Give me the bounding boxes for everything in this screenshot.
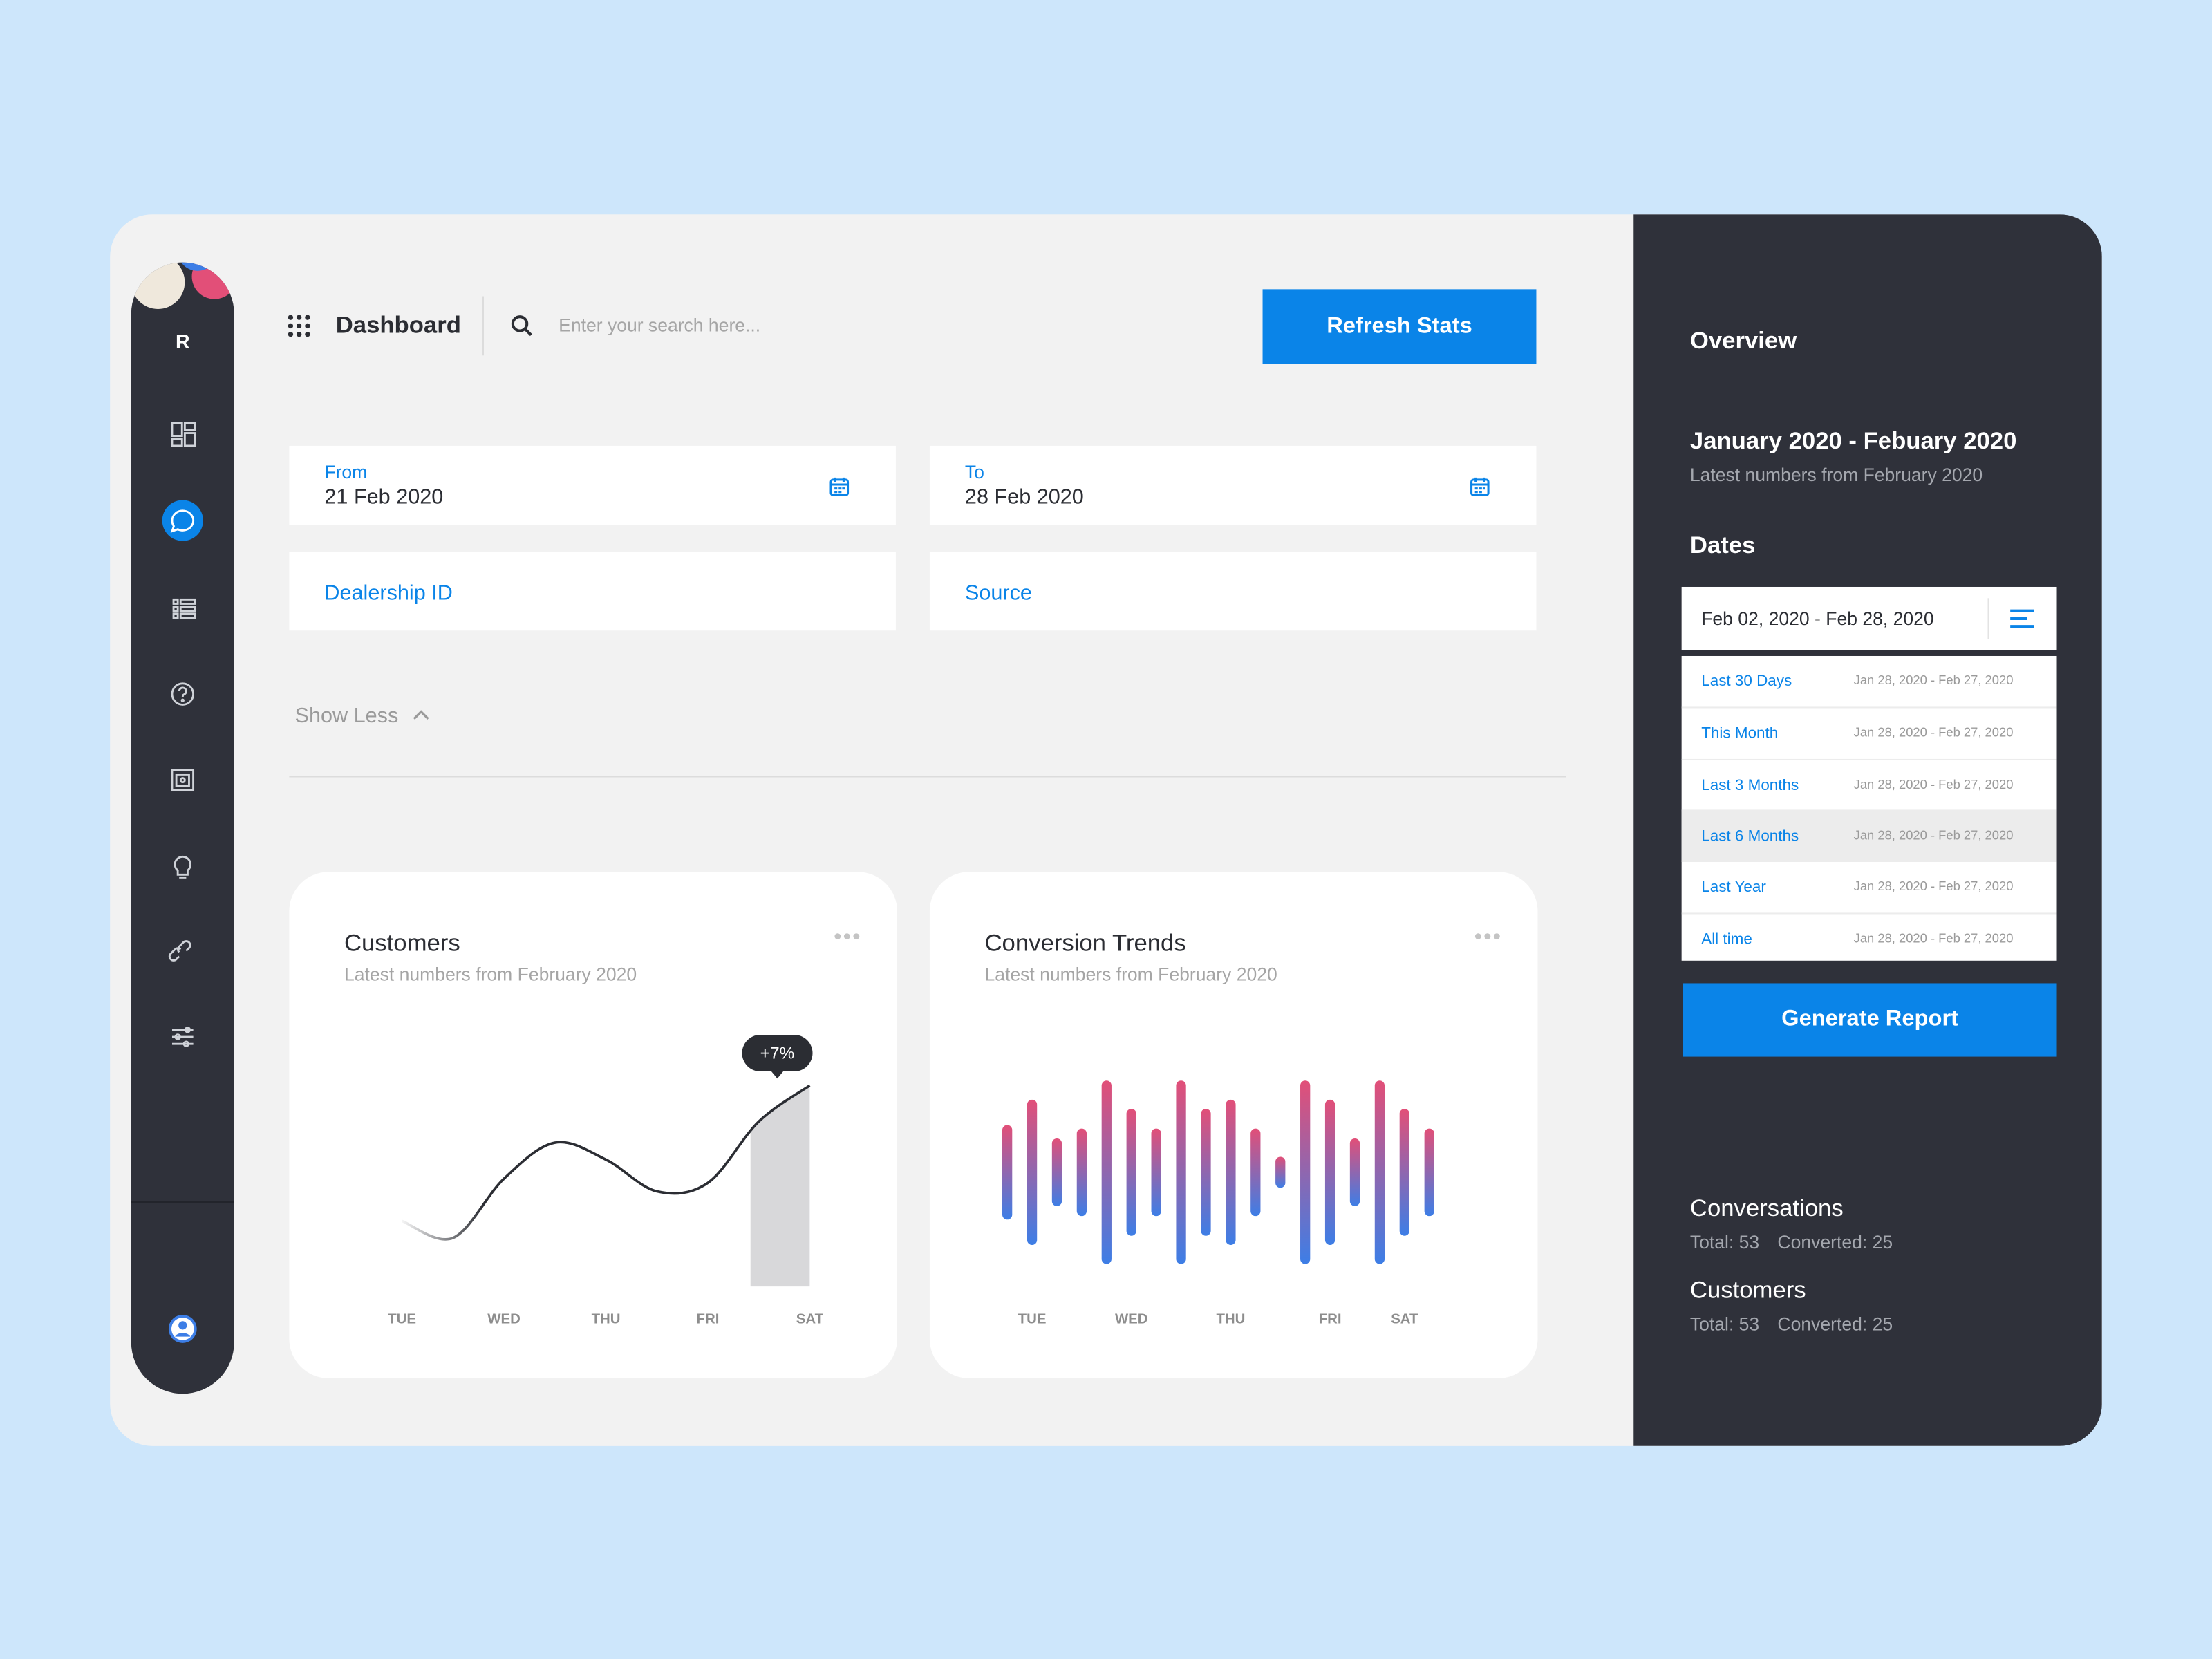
chevron-up[interactable] [412,708,431,720]
card-menu[interactable]: ••• [1474,925,1503,950]
nav-chat-active[interactable] [162,500,203,541]
source-placeholder: Source [964,581,1032,606]
date-range-text: Feb 02, 2020 - Feb 28, 2020 [1701,608,1933,630]
option-range: Jan 28, 2020 - Feb 27, 2020 [1853,930,2014,945]
nav-settings[interactable] [171,1027,194,1047]
dropdown-option[interactable]: Last 3 Months Jan 28, 2020 - Feb 27, 2020 [1681,758,2057,811]
search-input[interactable]: Enter your search here... [559,315,761,336]
nav-help[interactable] [171,682,195,706]
option-label: All time [1701,930,1752,948]
stat-total: Total: 53 [1689,1231,1760,1253]
stat-title: Customers [1689,1276,1806,1304]
from-value: 21 Feb 2020 [324,485,444,509]
stat-converted: Converted: 25 [1777,1313,1893,1335]
nav-link[interactable] [168,940,191,962]
option-label: Last 30 Days [1701,673,1792,690]
nav-icons[interactable] [162,422,203,1047]
apps-icon[interactable] [286,313,312,339]
customers-card: Customers Latest numbers from February 2… [289,872,897,1378]
dropdown-option[interactable]: All time Jan 28, 2020 - Feb 27, 2020 [1681,912,2057,964]
logo: R [176,331,190,353]
sidebar-bg [131,262,234,1394]
nav-safe[interactable] [171,769,195,791]
option-range: Jan 28, 2020 - Feb 27, 2020 [1853,879,2014,894]
range-end: Feb 28, 2020 [1826,608,1934,630]
dates-title: Dates [1689,532,1756,559]
date-dropdown: Last 30 Days Jan 28, 2020 - Feb 27, 2020 T… [1681,655,2057,964]
option-range: Jan 28, 2020 - Feb 27, 2020 [1853,725,2014,740]
dropdown-option[interactable]: Last 30 Days Jan 28, 2020 - Feb 27, 2020 [1682,656,2057,706]
dealership-field[interactable]: Dealership ID [289,551,896,631]
from-label: From [324,461,368,482]
chat-icon [170,509,195,533]
range-separator: - [1815,608,1821,630]
calendar-icon[interactable] [1470,477,1490,497]
stat-converted: Converted: 25 [1777,1231,1893,1253]
overview-period: January 2020 - Febuary 2020 [1689,427,2017,455]
option-label: Last 6 Months [1701,827,1799,845]
nav-dashboard[interactable] [171,422,196,447]
option-label: Last 3 Months [1701,776,1799,794]
calendar-icon[interactable] [830,477,850,497]
to-value: 28 Feb 2020 [964,485,1084,509]
date-range-input[interactable]: Feb 02, 2020 - Feb 28, 2020 [1681,586,2057,650]
option-range: Jan 28, 2020 - Feb 27, 2020 [1853,673,2014,687]
option-label: This Month [1701,725,1779,743]
refresh-button[interactable]: Refresh Stats [1262,289,1537,364]
avatar[interactable] [168,1315,197,1343]
to-field[interactable]: To 28 Feb 2020 [929,445,1537,525]
conversion-card: Conversion Trends Latest numbers from Fe… [929,872,1538,1378]
card-title: Conversion Trends [984,929,1186,957]
dropdown-option[interactable]: Last Year Jan 28, 2020 - Feb 27, 2020 [1681,861,2057,913]
nav-ideas[interactable] [174,855,191,879]
stat-total: Total: 53 [1689,1313,1760,1335]
option-label: Last Year [1701,879,1766,897]
section-divider [289,776,1566,778]
overview-title: Overview [1689,327,1797,355]
option-range: Jan 28, 2020 - Feb 27, 2020 [1853,827,2014,843]
dropdown-option[interactable]: This Month Jan 28, 2020 - Feb 27, 2020 [1681,707,2057,760]
nav-list[interactable] [172,598,196,619]
dealership-placeholder: Dealership ID [324,581,453,606]
card-menu[interactable]: ••• [834,925,862,950]
generate-report-button[interactable]: Generate Report [1683,983,2057,1057]
header-divider [482,296,484,356]
option-range: Jan 28, 2020 - Feb 27, 2020 [1853,776,2014,791]
input-divider [1987,598,1989,639]
card-subtitle: Latest numbers from February 2020 [344,963,637,985]
to-label: To [964,461,984,482]
show-less-toggle[interactable]: Show Less [294,704,399,729]
stat-title: Conversations [1689,1194,1844,1222]
from-field[interactable]: From 21 Feb 2020 [289,445,896,525]
menu-icon[interactable] [2009,608,2036,630]
source-field[interactable]: Source [929,551,1537,631]
dropdown-option[interactable]: Last 6 Months Jan 28, 2020 - Feb 27, 2020 [1681,809,2057,862]
range-start: Feb 02, 2020 [1701,608,1810,630]
card-title: Customers [344,929,460,957]
page-title: Dashboard [335,312,461,339]
card-subtitle: Latest numbers from February 2020 [984,963,1277,985]
search-icon [511,315,532,337]
overview-subtitle: Latest numbers from February 2020 [1689,464,1983,486]
